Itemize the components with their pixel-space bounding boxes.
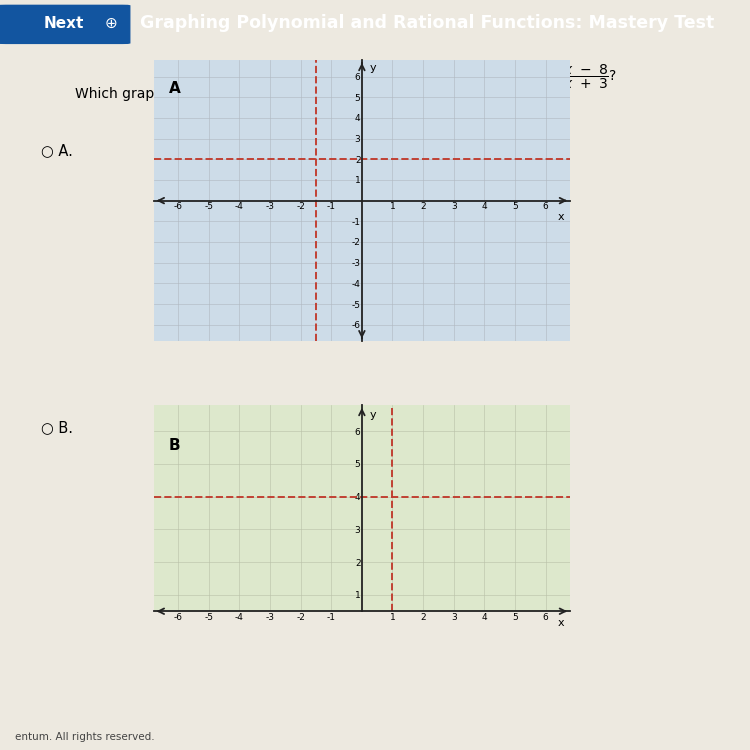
Text: ○ B.: ○ B. [41, 420, 74, 435]
Text: Which graph shows the asymptotes of the function: Which graph shows the asymptotes of the … [75, 87, 429, 101]
Text: ○ A.: ○ A. [41, 143, 74, 158]
Text: x: x [557, 212, 564, 222]
Text: Graphing Polynomial and Rational Functions: Mastery Test: Graphing Polynomial and Rational Functio… [140, 14, 715, 32]
Text: $f(x)=\dfrac{4x\ -\ 8}{2x\ +\ 3}$?: $f(x)=\dfrac{4x\ -\ 8}{2x\ +\ 3}$? [514, 63, 616, 91]
Text: x: x [557, 618, 564, 628]
Text: Next: Next [44, 16, 84, 31]
Text: A: A [169, 81, 181, 96]
Text: entum. All rights reserved.: entum. All rights reserved. [15, 733, 154, 742]
Text: B: B [169, 438, 181, 453]
Text: y: y [370, 410, 376, 420]
FancyBboxPatch shape [0, 5, 130, 44]
Text: y: y [370, 63, 376, 74]
Text: ⊕: ⊕ [104, 16, 117, 31]
